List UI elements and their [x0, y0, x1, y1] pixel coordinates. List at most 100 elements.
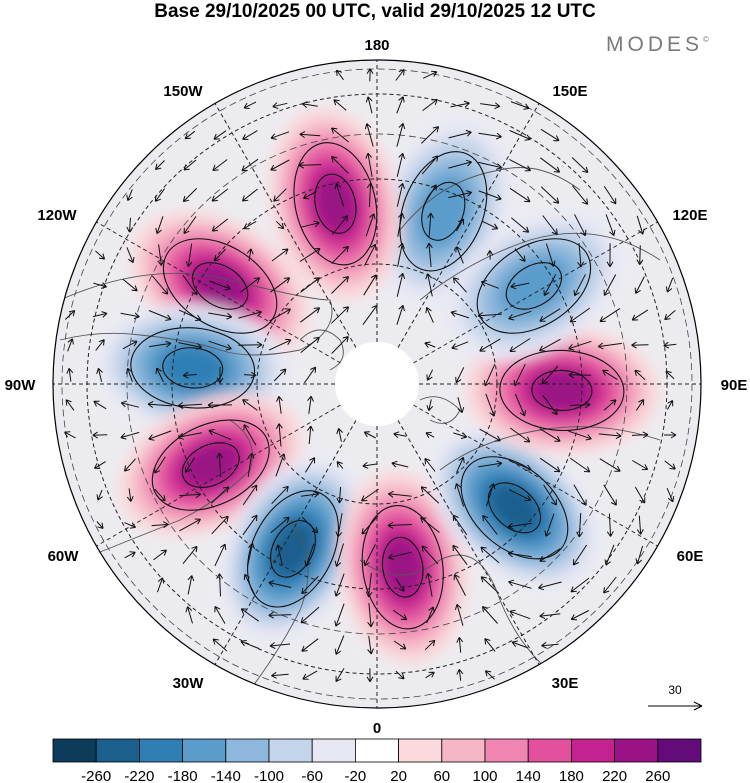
- wind-arrow: [635, 399, 645, 411]
- contour-line: [151, 419, 270, 511]
- wind-arrow: [603, 484, 617, 506]
- wind-arrow: [366, 668, 374, 683]
- wind-arrow: [301, 516, 319, 534]
- wind-arrow: [211, 515, 229, 535]
- wind-arrow: [331, 276, 349, 294]
- wind-arrow: [425, 242, 433, 267]
- wind-arrow: [395, 578, 405, 592]
- wind-arrow: [241, 188, 258, 202]
- wind-arrow: [543, 484, 557, 506]
- wind-arrow: [509, 158, 532, 172]
- wind-arrow: [363, 431, 376, 439]
- wind-arrow: [482, 220, 499, 230]
- wind-arrow: [425, 572, 433, 597]
- wind-arrow: [365, 96, 373, 114]
- wind-arrow: [421, 155, 439, 175]
- wind-arrow: [212, 638, 228, 652]
- wind-arrow: [477, 312, 503, 319]
- wind-arrow: [450, 310, 470, 319]
- wind-arrow: [367, 603, 375, 628]
- wind-arrow: [450, 100, 470, 108]
- colorbar-swatch: [657, 738, 702, 763]
- wind-arrow: [538, 581, 562, 591]
- wind-arrow: [122, 340, 138, 350]
- wind-arrow: [361, 488, 379, 502]
- wind-arrow: [334, 603, 345, 627]
- wind-arrow: [486, 250, 494, 260]
- wind-arrow: [540, 186, 560, 204]
- wind-arrow: [454, 603, 464, 626]
- colorbar-swatch: [138, 738, 183, 763]
- wind-arrow: [154, 488, 166, 502]
- wind-arrow: [598, 432, 622, 440]
- wind-arrow: [214, 605, 226, 624]
- wind-arrow: [300, 606, 320, 624]
- wind-arrow: [663, 341, 677, 349]
- wind-arrow: [514, 393, 526, 417]
- wind-arrow: [124, 522, 137, 529]
- wind-arrow: [126, 488, 134, 502]
- north-pole-hole: [335, 342, 419, 426]
- lon-label-30w: 30W: [173, 675, 205, 692]
- colorbar-swatch: [398, 738, 443, 763]
- wind-arrow: [455, 367, 465, 384]
- meridian-line: [214, 103, 378, 385]
- meridian-line: [376, 383, 658, 547]
- wind-arrow: [636, 515, 644, 535]
- wind-arrow: [334, 183, 345, 207]
- colorbar-label: -60: [301, 768, 323, 783]
- wind-arrow: [542, 395, 558, 416]
- wind-arrow: [269, 642, 291, 649]
- wind-arrow: [364, 243, 377, 266]
- wind-arrow: [387, 551, 412, 561]
- wind-arrow: [182, 275, 198, 296]
- wind-arrow: [666, 488, 675, 503]
- wind-arrow: [396, 272, 406, 297]
- wind-arrow: [508, 310, 532, 321]
- wind-arrow: [301, 491, 320, 498]
- wind-arrow: [543, 274, 557, 297]
- contour-line: [381, 536, 424, 598]
- wind-arrow: [242, 399, 258, 411]
- wind-arrow: [634, 369, 646, 381]
- wind-arrow: [452, 277, 467, 293]
- wind-arrow: [539, 338, 561, 352]
- wind-arrow: [631, 341, 649, 349]
- wind-arrow: [363, 544, 376, 567]
- wind-arrow: [391, 460, 409, 468]
- colorbar-label: 60: [433, 768, 450, 783]
- wind-arrow: [240, 277, 261, 293]
- colorbar-swatch: [614, 738, 659, 763]
- wind-arrow: [479, 428, 501, 442]
- wind-arrow: [270, 131, 290, 140]
- wind-arrow: [213, 130, 227, 140]
- colorbar-swatch: [527, 738, 572, 763]
- wind-arrow: [602, 369, 618, 381]
- wind-arrow: [539, 308, 561, 322]
- contour-line: [460, 456, 569, 560]
- wind-arrow: [302, 670, 318, 680]
- wind-arrow: [151, 275, 169, 295]
- wind-arrow: [275, 544, 283, 566]
- colorbar-label: 260: [645, 768, 670, 783]
- wind-arrow: [336, 486, 344, 504]
- wind-arrow: [336, 461, 344, 469]
- lon-label-90w: 90W: [5, 377, 37, 394]
- wind-arrow: [448, 190, 473, 199]
- wind-arrow: [576, 512, 584, 538]
- wind-arrow: [66, 367, 74, 382]
- wind-arrow: [334, 635, 345, 655]
- wind-arrow: [603, 576, 617, 594]
- wind-arrow: [481, 606, 498, 624]
- wind-arrow: [334, 573, 345, 597]
- coastline: [419, 232, 661, 301]
- wind-arrow: [514, 248, 526, 262]
- wind-arrow: [182, 371, 197, 379]
- wind-arrow: [331, 127, 349, 143]
- coastline: [79, 419, 253, 561]
- wind-arrow: [64, 310, 76, 320]
- colorbar-swatch: [354, 738, 399, 763]
- wind-arrow: [361, 515, 379, 535]
- wind-arrow: [396, 152, 405, 177]
